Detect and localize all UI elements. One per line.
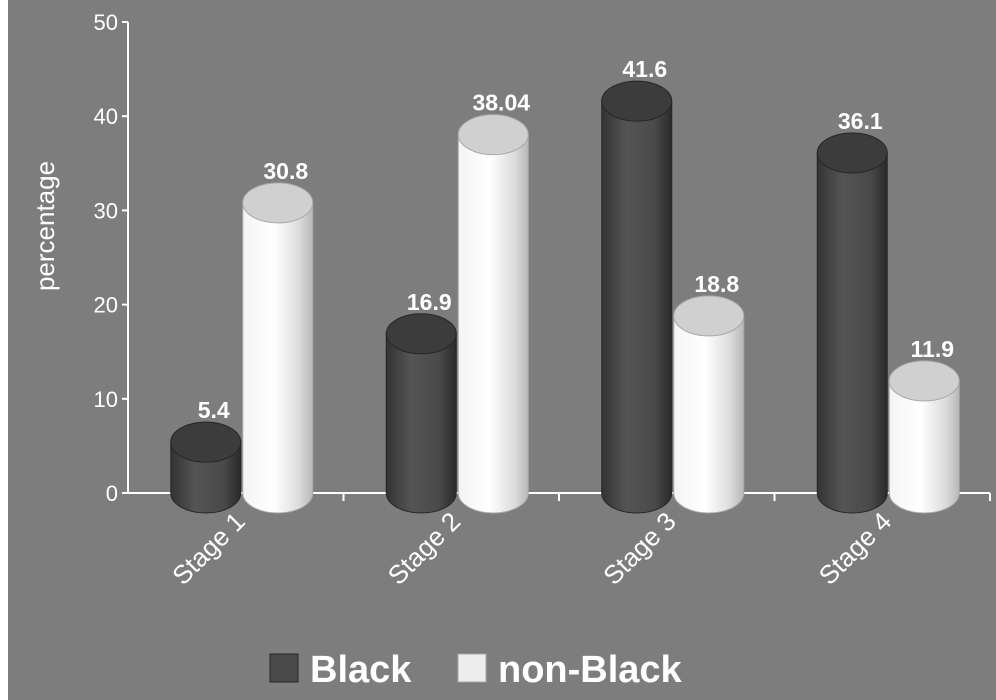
y-tick-label: 40	[94, 104, 118, 129]
x-tick-label: Stage 2	[382, 506, 467, 591]
legend: Black non-Black	[269, 649, 683, 691]
bar-black-stage-2	[385, 313, 457, 514]
y-tick-label: 10	[94, 387, 118, 412]
bar-non-black-stage-4	[888, 360, 960, 514]
cylinder-bar-chart: 0 10 20 30 40 50 percentage Stage 1 Stage 2 Stage…	[30, 10, 991, 691]
cylinder-top	[673, 295, 745, 337]
cylinder-top	[457, 114, 529, 156]
cylinder-top	[888, 360, 960, 402]
cylinder-body	[816, 152, 888, 514]
legend-label: Black	[310, 649, 412, 691]
data-label: 41.6	[622, 56, 667, 82]
legend-label: non-Black	[498, 649, 683, 691]
bar-black-stage-3	[601, 80, 673, 514]
y-tick-label: 20	[94, 293, 118, 318]
data-label: 30.8	[263, 158, 308, 184]
cylinder-body	[601, 100, 673, 514]
bars	[170, 80, 960, 514]
legend-swatch	[457, 653, 487, 683]
data-label: 38.04	[472, 90, 530, 116]
x-tick-label: Stage 1	[166, 506, 251, 591]
cylinder-body	[385, 333, 457, 514]
cylinder-body	[457, 134, 529, 514]
legend-swatch	[269, 653, 299, 683]
cylinder-body	[673, 315, 745, 514]
data-labels: 5.4 30.8 16.9 38.04 41.6 18.8 36.1 11.9	[198, 56, 954, 423]
chart-area: 0 10 20 30 40 50 percentage Stage 1 Stage 2 Stage…	[8, 0, 996, 700]
x-tick-label: Stage 4	[813, 506, 898, 591]
x-tick-label: Stage 3	[597, 506, 682, 591]
cylinder-body	[888, 380, 960, 514]
cylinder-top	[385, 313, 457, 355]
data-label: 36.1	[838, 108, 883, 134]
y-tick-label: 0	[106, 481, 118, 506]
y-tick-label: 50	[94, 10, 118, 35]
cylinder-top	[601, 80, 673, 122]
cylinder-top	[242, 182, 314, 224]
cylinder-top	[170, 421, 242, 463]
y-tick-label: 30	[94, 198, 118, 223]
cylinder-top	[816, 132, 888, 174]
data-label: 5.4	[198, 397, 230, 423]
bar-non-black-stage-1	[242, 182, 314, 514]
bar-black-stage-1	[170, 421, 242, 514]
data-label: 11.9	[911, 336, 955, 362]
bar-non-black-stage-3	[673, 295, 745, 514]
data-label: 18.8	[694, 271, 739, 297]
bar-non-black-stage-2	[457, 114, 529, 514]
data-label: 16.9	[407, 289, 452, 315]
cylinder-body	[242, 202, 314, 514]
bar-black-stage-4	[816, 132, 888, 514]
y-axis-title: percentage	[30, 161, 60, 291]
